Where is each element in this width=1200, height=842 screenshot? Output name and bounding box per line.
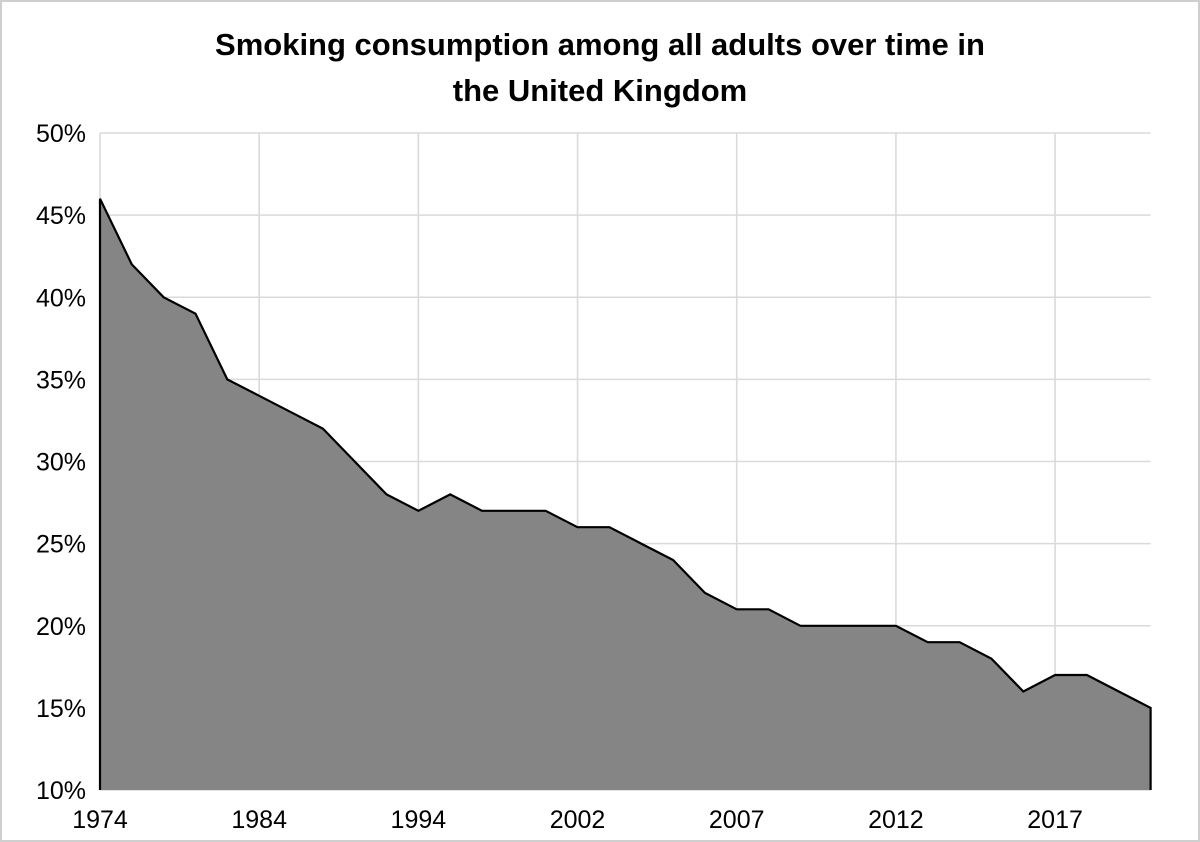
- y-axis-tick-label: 45%: [36, 202, 86, 230]
- x-axis-tick-label: 1974: [72, 806, 128, 834]
- area-outline: [98, 198, 1152, 790]
- x-axis-tick-label: 2002: [550, 806, 606, 834]
- chart-title-line-1: Smoking consumption among all adults ove…: [215, 27, 985, 62]
- y-axis-tick-label: 40%: [36, 284, 86, 312]
- y-axis-tick-label: 20%: [36, 613, 86, 641]
- x-axis-tick-label: 2012: [868, 806, 924, 834]
- y-axis-tick-label: 10%: [36, 777, 86, 805]
- y-axis-tick-label: 15%: [36, 695, 86, 723]
- y-axis-tick-label: 50%: [36, 120, 86, 148]
- y-axis-tick-label: 35%: [36, 366, 86, 394]
- x-axis-tick-label: 2017: [1027, 806, 1083, 834]
- area-fill: [100, 198, 1151, 790]
- y-axis-tick-label: 25%: [36, 531, 86, 559]
- x-axis-tick-label: 2007: [709, 806, 765, 834]
- chart-title: Smoking consumption among all adults ove…: [2, 22, 1198, 114]
- x-axis-tick-label: 1994: [391, 806, 447, 834]
- chart-title-line-2: the United Kingdom: [452, 73, 748, 108]
- y-axis-tick-label: 30%: [36, 449, 86, 477]
- x-axis-tick-label: 1984: [231, 806, 287, 834]
